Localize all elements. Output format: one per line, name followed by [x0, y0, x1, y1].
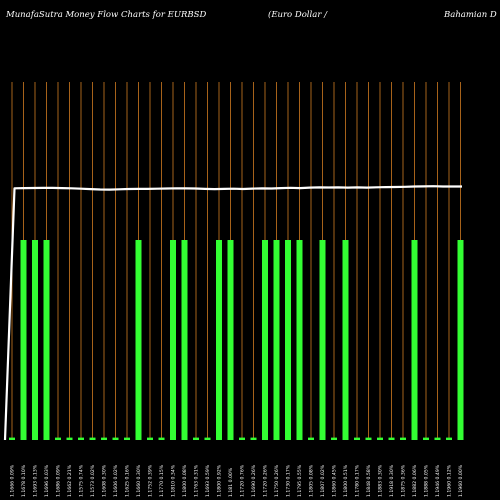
money-flow-bar: [78, 437, 84, 440]
x-tick-label: 1.1575 0.74%: [79, 464, 85, 497]
money-flow-bar: [457, 240, 464, 440]
money-flow-bar: [434, 437, 441, 440]
money-flow-bar: [9, 437, 15, 440]
x-tick-label: 1.1848 0.58%: [366, 464, 372, 497]
x-tick-label: 1.1608 0.30%: [102, 464, 108, 497]
x-tick-label: 1.1693 0.59%: [205, 464, 211, 497]
money-flow-bar: [204, 437, 211, 440]
x-tick-label: 1.1625 0.16%: [125, 464, 131, 497]
x-tick-label: 1.1720 0.26%: [263, 464, 269, 497]
x-tick-label: 1.1606 0.02%: [113, 464, 119, 497]
x-axis-labels: 1.1666 0.09% 1.1678 0.10% 1.1693 0.13% 1.16…: [10, 464, 465, 497]
money-flow-bar: [446, 437, 452, 440]
x-tick-label: 1.1678 0.10%: [21, 464, 27, 497]
money-flow-bar: [273, 240, 280, 440]
chart-title-mid: (Euro Dollar /: [268, 10, 327, 20]
money-flow-bar: [239, 437, 245, 440]
money-flow-bar: [319, 240, 326, 440]
chart-title-right: Bahamian D: [444, 10, 497, 20]
x-tick-label: 1.1666 0.09%: [10, 464, 16, 497]
money-flow-bar: [411, 240, 418, 440]
chart-title-left: MunafaSutra Money Flow Charts for EURBSD: [6, 10, 207, 20]
bars: [9, 240, 464, 440]
money-flow-bar: [147, 437, 153, 440]
x-tick-label: 1.1752 0.39%: [148, 464, 154, 497]
x-tick-label: 1.1696 0.03%: [44, 464, 50, 497]
money-flow-bar: [89, 437, 96, 440]
money-flow-bar: [216, 240, 222, 440]
money-flow-bar: [365, 437, 372, 440]
x-tick-label: 1.1720 0.76%: [240, 464, 246, 497]
x-tick-label: 1.1800 0.51%: [343, 464, 349, 497]
money-flow-bar: [354, 437, 360, 440]
gridlines: [11, 82, 461, 440]
x-tick-label: 1.181 0.00%: [228, 467, 234, 497]
x-tick-label: 1.1770 0.15%: [159, 464, 165, 497]
x-tick-label: 1.1918 0.30%: [389, 464, 395, 497]
x-tick-label: 1.1795 0.55%: [297, 464, 303, 497]
money-flow-bar: [124, 437, 130, 440]
money-flow-bar: [43, 240, 50, 440]
money-flow-bar: [20, 240, 27, 440]
x-tick-label: 1.1883 0.30%: [378, 464, 384, 497]
money-flow-bar: [193, 437, 199, 440]
x-tick-label: 1.1686 0.09%: [56, 464, 62, 497]
money-flow-bar: [296, 240, 303, 440]
money-flow-bar: [32, 240, 38, 440]
x-tick-label: 1.1750 0.26%: [274, 464, 280, 497]
money-flow-bar: [250, 437, 257, 440]
x-tick-label: 1.1660 0.30%: [136, 464, 142, 497]
money-flow-bar: [388, 437, 395, 440]
money-flow-bar: [377, 437, 383, 440]
money-flow-bar: [227, 240, 234, 440]
money-flow-bar: [423, 437, 429, 440]
money-flow-bar: [342, 240, 349, 440]
x-tick-label: 1.1662 0.21%: [67, 464, 73, 497]
x-tick-label: 1.1875 0.36%: [401, 464, 407, 497]
x-tick-label: 1.1690 0.26%: [251, 464, 257, 497]
x-tick-label: 1.1860 0.45%: [332, 464, 338, 497]
x-tick-label: 1.1882 0.06%: [412, 464, 418, 497]
money-flow-bar: [55, 437, 61, 440]
money-flow-bar: [400, 437, 406, 440]
x-tick-label: 1.1800 0.08%: [182, 464, 188, 497]
money-flow-bar: [158, 437, 165, 440]
x-tick-label: 1.1805 0.08%: [309, 464, 315, 497]
x-tick-label: 1.1730 0.17%: [286, 464, 292, 497]
money-flow-bar: [331, 437, 337, 440]
x-tick-label: 1.1810 0.34%: [171, 464, 177, 497]
money-flow-bar: [66, 437, 73, 440]
x-tick-label: 1.1960 0.00%: [458, 464, 464, 497]
x-tick-label: 1.1807 0.02%: [320, 464, 326, 497]
money-flow-bar: [308, 437, 314, 440]
money-flow-bar: [170, 240, 176, 440]
money-flow-bar: [181, 240, 188, 440]
money-flow-bar: [285, 240, 291, 440]
x-tick-label: 1.1800 0.92%: [217, 464, 223, 497]
x-tick-label: 1.1693 0.13%: [33, 464, 39, 497]
money-flow-bar: [262, 240, 268, 440]
x-tick-label: 1.1888 0.05%: [424, 464, 430, 497]
money-flow-bar: [135, 240, 142, 440]
money-flow-bar: [112, 437, 119, 440]
x-tick-label: 1.1946 0.49%: [435, 464, 441, 497]
x-tick-label: 1.1573 0.02%: [90, 464, 96, 497]
x-tick-label: 1.1780 0.17%: [355, 464, 361, 497]
money-flow-bar: [101, 437, 107, 440]
price-line: [3, 185, 462, 441]
x-tick-label: 1.1960 0.12%: [447, 464, 453, 497]
x-tick-label: 1.1763 0.31%: [194, 464, 200, 497]
